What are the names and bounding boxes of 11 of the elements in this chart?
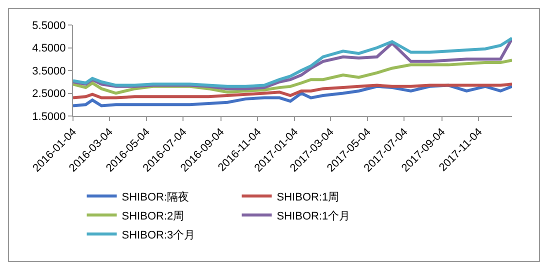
legend-label: SHIBOR:2周: [122, 210, 184, 222]
y-tick-label: 3.5000: [32, 65, 66, 78]
y-tick-label: 2.5000: [32, 88, 66, 100]
legend-label: SHIBOR:1周: [276, 191, 340, 204]
legend-label: SHIBOR:3个月: [122, 229, 196, 242]
legend-label: SHIBOR:隔夜: [122, 190, 190, 204]
y-tick-label: 1.5000: [32, 110, 66, 123]
y-tick-label: 4.5000: [32, 42, 66, 55]
y-tick-label: 5.5000: [32, 20, 66, 32]
legend-label: SHIBOR:1个月: [276, 210, 350, 222]
line-series: [73, 82, 512, 100]
